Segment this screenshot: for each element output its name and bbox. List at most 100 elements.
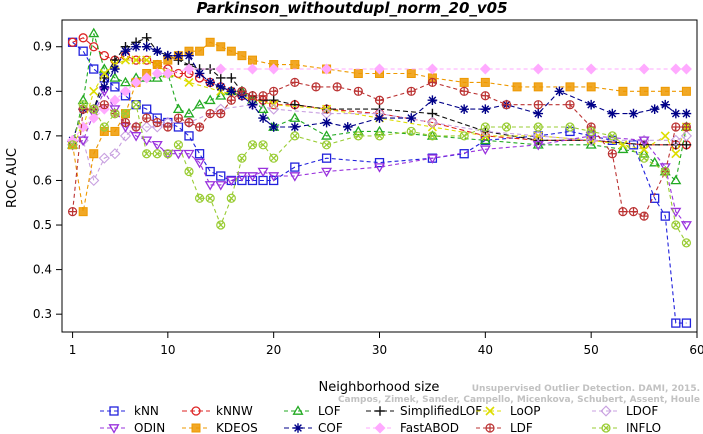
data-point <box>427 95 438 106</box>
data-point <box>268 122 279 132</box>
data-point <box>257 167 269 178</box>
data-point <box>479 63 491 75</box>
data-point <box>141 72 153 84</box>
data-point <box>290 162 300 172</box>
data-point <box>321 167 333 178</box>
data-point <box>194 158 206 169</box>
y-axis-label: ROC AUC <box>5 148 20 208</box>
data-point <box>184 77 194 87</box>
legend-item-ldof: LDOF <box>592 404 658 418</box>
data-point <box>89 104 99 114</box>
data-point <box>671 122 681 132</box>
data-point <box>110 82 120 92</box>
data-point <box>173 50 184 61</box>
data-point <box>292 405 304 415</box>
data-point <box>88 174 100 187</box>
data-point <box>293 423 303 433</box>
data-point <box>172 103 184 113</box>
data-point <box>628 140 639 150</box>
data-point <box>194 122 205 132</box>
data-point <box>681 108 692 119</box>
data-point <box>670 134 682 146</box>
data-point <box>269 86 279 96</box>
y-tick-label: 0.5 <box>33 218 52 232</box>
data-point <box>268 63 280 75</box>
data-point <box>533 100 543 110</box>
y-tick-label: 0.8 <box>33 84 52 98</box>
data-point <box>681 238 692 248</box>
data-point <box>342 122 353 132</box>
data-point <box>681 318 692 328</box>
data-point <box>110 64 120 74</box>
legend-item-knnw: kNNW <box>182 404 253 418</box>
legend-label: FastABOD <box>400 421 459 434</box>
data-point <box>130 132 142 142</box>
data-point <box>671 220 681 230</box>
x-axis: 1 10 20 30 40 50 60 <box>69 332 703 357</box>
data-point <box>67 207 78 217</box>
data-point <box>628 108 639 119</box>
data-point <box>290 122 300 132</box>
y-axis: 0.3 0.4 0.5 0.6 0.7 0.8 0.9 <box>33 40 62 321</box>
data-point <box>321 63 333 75</box>
series-cof <box>67 41 692 146</box>
data-point <box>638 148 650 158</box>
data-point <box>554 86 565 97</box>
data-point <box>109 94 121 106</box>
data-point <box>660 86 670 96</box>
data-point <box>480 104 491 114</box>
data-point <box>607 149 617 159</box>
data-point <box>194 149 205 159</box>
data-point <box>110 55 120 65</box>
data-point <box>215 82 226 92</box>
data-point <box>459 104 469 114</box>
data-point <box>204 94 216 105</box>
data-point <box>671 149 681 159</box>
data-point <box>88 27 100 38</box>
legend-item-cof: COF <box>284 421 343 434</box>
data-point <box>586 99 596 110</box>
data-point <box>216 220 226 230</box>
data-point <box>565 122 575 132</box>
data-point <box>480 77 490 87</box>
data-point <box>618 86 628 96</box>
data-point <box>321 140 332 150</box>
data-point <box>618 140 628 150</box>
data-point <box>426 63 438 75</box>
x-tick-label: 50 <box>584 343 599 357</box>
legend-label: KDEOS <box>216 421 258 434</box>
data-point <box>459 77 469 87</box>
data-point <box>459 131 469 141</box>
data-point <box>353 68 363 78</box>
legend-item-loop: LoOP <box>476 404 541 418</box>
data-point <box>88 112 100 124</box>
series-line-kdeos <box>72 41 687 212</box>
data-point <box>617 143 629 154</box>
data-point <box>205 108 215 119</box>
data-point <box>215 73 226 83</box>
series-layer <box>67 27 692 328</box>
data-point <box>141 41 152 52</box>
series-fastabod <box>67 63 692 146</box>
data-point <box>607 131 617 141</box>
data-point <box>172 149 184 160</box>
data-point <box>479 134 491 145</box>
data-point <box>671 108 681 119</box>
data-point <box>247 99 258 110</box>
data-point <box>426 154 438 164</box>
data-point <box>204 181 216 191</box>
data-point <box>532 140 544 151</box>
data-point <box>98 63 110 73</box>
data-point <box>533 108 544 119</box>
data-point <box>660 131 670 141</box>
data-point <box>162 67 174 79</box>
data-point <box>163 149 173 159</box>
data-point <box>191 406 201 416</box>
data-point <box>173 113 184 123</box>
legend-item-inflo: INFLO <box>592 421 661 434</box>
legend-item-knn: kNN <box>100 404 159 418</box>
data-point <box>480 122 490 132</box>
y-tick-label: 0.3 <box>33 307 52 321</box>
data-point <box>191 423 201 433</box>
data-point <box>373 125 386 136</box>
